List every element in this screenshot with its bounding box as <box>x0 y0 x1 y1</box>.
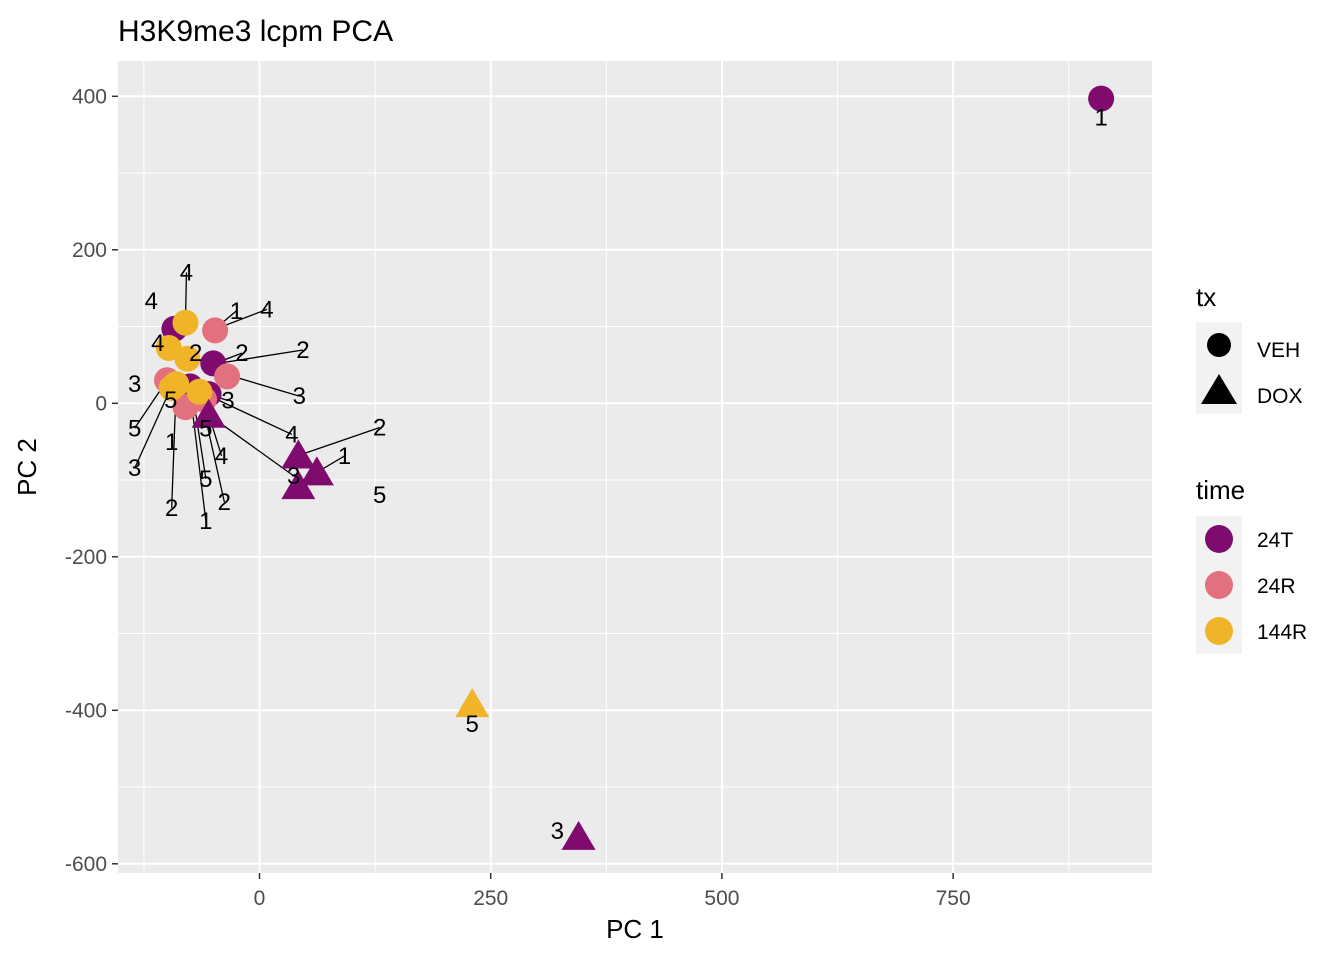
legend-swatch-144r <box>1205 617 1233 645</box>
point-label: 1 <box>1094 104 1107 131</box>
point-label: 3 <box>128 371 141 398</box>
point-label: 5 <box>128 415 141 442</box>
point-dox-24t <box>281 439 316 469</box>
x-tick-label: 750 <box>936 887 971 910</box>
point-label: 3 <box>221 388 234 415</box>
legend-tx-title: tx <box>1196 282 1216 312</box>
point-label: 5 <box>373 482 386 509</box>
legend-label-veh: VEH <box>1257 339 1300 362</box>
point-label: 1 <box>199 508 212 535</box>
point-label: 1 <box>165 429 178 456</box>
point-veh-144r <box>158 374 185 401</box>
chart-title: H3K9me3 lcpm PCA <box>118 15 393 48</box>
point-label: 2 <box>296 337 309 364</box>
point-label: 3 <box>293 383 306 410</box>
y-tick-label: 0 <box>95 392 107 415</box>
point-veh-24t <box>1088 85 1115 112</box>
y-tick-labels: -600 -400 -200 0 200 400 <box>65 85 107 875</box>
label-leader-line <box>298 426 380 457</box>
y-tick-label: 400 <box>72 85 107 108</box>
point-label: 3 <box>287 463 300 490</box>
point-label: 4 <box>285 421 298 448</box>
point-dox-24t <box>281 470 316 500</box>
y-tick-label: -200 <box>65 546 107 569</box>
axis-ticks <box>112 95 954 879</box>
plot-panel <box>118 61 1152 873</box>
point-label: 5 <box>466 711 479 738</box>
point-veh-144r <box>155 335 182 362</box>
point-label: 4 <box>215 443 228 470</box>
legend-label-24t: 24T <box>1257 529 1293 552</box>
x-tick-label: 0 <box>254 887 266 910</box>
point-label: 3 <box>551 818 564 845</box>
x-tick-label: 500 <box>704 887 739 910</box>
point-label: 1 <box>338 443 351 470</box>
y-tick-label: 200 <box>72 239 107 262</box>
point-label: 4 <box>145 288 158 315</box>
legend-circle-shape <box>1207 333 1231 357</box>
point-label: 2 <box>373 415 386 442</box>
x-tick-labels: 0 250 500 750 <box>254 887 971 910</box>
label-leader-line <box>217 349 304 365</box>
legend-label-24r: 24R <box>1257 575 1296 598</box>
point-label: 2 <box>235 340 248 367</box>
point-label: 4 <box>260 296 273 323</box>
point-label: 2 <box>189 340 202 367</box>
y-tick-label: -400 <box>65 699 107 722</box>
point-veh-144r <box>186 378 213 405</box>
legend-label-dox: DOX <box>1257 385 1303 408</box>
legend-time: time 24T 24R 144R <box>1196 475 1307 654</box>
grid-minor <box>118 61 1152 873</box>
point-label: 1 <box>230 298 243 325</box>
legend-label-144r: 144R <box>1257 621 1307 644</box>
point-label: 4 <box>180 260 193 287</box>
label-leader-line <box>208 395 293 436</box>
x-tick-label: 250 <box>473 887 508 910</box>
x-axis-title: PC 1 <box>606 914 664 944</box>
point-label: 5 <box>164 387 177 414</box>
y-axis-title: PC 2 <box>12 438 42 496</box>
point-label: 3 <box>128 455 141 482</box>
label-leader-line <box>134 386 173 469</box>
legend-swatch-24t <box>1205 525 1233 553</box>
label-leader-line <box>194 407 207 480</box>
point-label: 5 <box>199 466 212 493</box>
legend-triangle-shape <box>1201 374 1237 404</box>
legend-tx: tx VEH DOX <box>1196 282 1303 414</box>
point-veh-24r <box>202 317 229 344</box>
point-label: 2 <box>165 495 178 522</box>
point-dox-24t <box>299 456 334 486</box>
grid-major <box>118 61 1152 873</box>
legend-swatch-24r <box>1205 571 1233 599</box>
legend-time-title: time <box>1196 475 1245 505</box>
point-veh-24r <box>214 363 241 390</box>
point-label: 2 <box>218 489 231 516</box>
point-veh-144r <box>172 309 199 336</box>
data-points <box>154 85 1115 850</box>
point-label: 5 <box>199 415 212 442</box>
y-tick-label: -600 <box>65 853 107 876</box>
point-dox-24t <box>561 820 596 850</box>
point-dox-24t <box>191 398 226 428</box>
point-dox-144r <box>455 688 490 718</box>
point-label: 4 <box>151 330 164 357</box>
